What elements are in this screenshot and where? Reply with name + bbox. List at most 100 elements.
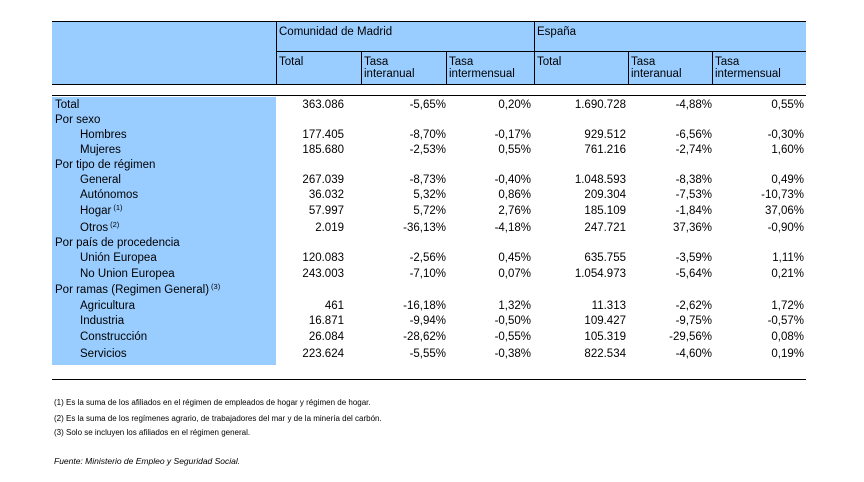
row-label: Otros (2)	[80, 221, 119, 236]
table-row: Hogar (1) 57.997 5,72% 2,76% 185.109 -1,84% 37,…	[52, 204, 806, 219]
table-row: Por sexo	[52, 113, 806, 128]
table-cell: -0,50%	[494, 315, 531, 327]
table-cell: 0,07%	[498, 268, 531, 280]
table-cell: 0,20%	[498, 99, 531, 111]
table-cell: 1,32%	[498, 300, 531, 312]
table-cell: 0,86%	[498, 189, 531, 201]
header-madrid-interanual: Tasa interanual	[364, 56, 415, 80]
row-label-text: General	[80, 174, 121, 186]
table-header: Comunidad de Madrid España Total Tasa in…	[52, 21, 806, 85]
table-cell: 177.405	[302, 129, 344, 141]
table-cell: -0,55%	[494, 331, 531, 343]
table-cell: -0,38%	[494, 348, 531, 360]
row-label-text: Unión Europea	[80, 252, 157, 264]
row-label: Total	[55, 98, 79, 113]
table-cell: -0,30%	[767, 129, 804, 141]
table-cell: -36,13%	[403, 222, 446, 234]
row-label: Por país de procedencia	[55, 236, 180, 251]
row-label: Por sexo	[55, 113, 100, 128]
row-label-text: Hombres	[80, 129, 127, 141]
table-cell: 185.109	[584, 205, 626, 217]
footnote-3: (3) Solo se incluyen los afiliados en el…	[54, 428, 251, 437]
table-cell: 26.084	[308, 331, 344, 343]
row-label-text: Industria	[80, 315, 125, 327]
table-cell: -2,74%	[675, 144, 712, 156]
table-cell: 1.054.973	[574, 268, 626, 280]
table-cell: 105.319	[584, 331, 626, 343]
table-cell: -5,65%	[409, 99, 446, 111]
footnote-ref: (1)	[113, 203, 123, 212]
header-madrid-total: Total	[279, 56, 304, 68]
table-cell: -4,18%	[494, 222, 531, 234]
table-cell: -0,90%	[767, 222, 804, 234]
table-cell: 635.755	[584, 252, 626, 264]
table-cell: -6,56%	[675, 129, 712, 141]
table-cell: -0,17%	[494, 129, 531, 141]
table-cell: 5,72%	[413, 205, 446, 217]
table-cell: 243.003	[302, 268, 344, 280]
table-cell: 1,11%	[772, 252, 804, 264]
table-cell: 16.871	[308, 315, 344, 327]
row-label-text: Construcción	[80, 331, 148, 343]
footnote-1: (1) Es la suma de los afiliados en el ré…	[54, 398, 371, 407]
header-espana-intermensual: Tasa intermensual	[715, 56, 781, 80]
row-label-text: Por tipo de régimen	[55, 159, 156, 171]
table-row: Unión Europea 120.083 -2,56% 0,45% 635.755 -3…	[52, 251, 806, 266]
table-cell: 0,49%	[771, 174, 804, 186]
row-label: Mujeres	[80, 143, 121, 158]
table-cell: -8,70%	[409, 129, 446, 141]
table-top-rule	[52, 95, 806, 96]
table-cell: -4,60%	[675, 348, 712, 360]
table-row: Hombres 177.405 -8,70% -0,17% 929.512 -6,56% -…	[52, 128, 806, 143]
table-cell: 0,55%	[771, 99, 804, 111]
table-row: Mujeres 185.680 -2,53% 0,55% 761.216 -2,74% 1,…	[52, 143, 806, 158]
table-bottom-rule	[52, 379, 806, 380]
row-label-text: Mujeres	[80, 144, 121, 156]
table-row: Agricultura 461 -16,18% 1,32% 11.313 -2,62% 1,…	[52, 299, 806, 314]
row-label-text: Agricultura	[80, 300, 135, 312]
table-cell: 185.680	[302, 144, 344, 156]
table-cell: 0,19%	[771, 348, 804, 360]
table-cell: 120.083	[302, 252, 344, 264]
table-cell: 0,21%	[771, 268, 804, 280]
footnote-ref: (2)	[110, 220, 120, 229]
row-label: No Union Europea	[80, 267, 175, 282]
table-cell: 1,72%	[771, 300, 804, 312]
table-cell: -4,88%	[675, 99, 712, 111]
table-cell: -0,57%	[767, 315, 804, 327]
table-cell: 267.039	[302, 174, 344, 186]
table-cell: 36.032	[308, 189, 344, 201]
table-row: General 267.039 -8,73% -0,40% 1.048.593 -8,38…	[52, 173, 806, 188]
table-row: No Union Europea 243.003 -7,10% 0,07% 1.054.…	[52, 267, 806, 282]
table-cell: -9,94%	[409, 315, 446, 327]
table-cell: 223.624	[302, 348, 344, 360]
row-label: Autónomos	[80, 188, 138, 203]
table-cell: 929.512	[584, 129, 626, 141]
table-row: Otros (2) 2.019 -36,13% -4,18% 247.721 37,36% -…	[52, 221, 806, 236]
table-cell: -9,75%	[675, 315, 712, 327]
row-label: Hombres	[80, 128, 127, 143]
table-cell: -10,73%	[761, 189, 804, 201]
row-label-text: Por sexo	[55, 114, 101, 126]
table-cell: 37,36%	[672, 222, 712, 234]
table-row: Por tipo de régimen	[52, 158, 806, 173]
table-cell: 0,08%	[771, 331, 804, 343]
table-row: Industria 16.871 -9,94% -0,50% 109.427 -9,75%…	[52, 314, 806, 329]
header-group-madrid: Comunidad de Madrid	[279, 26, 393, 38]
footnote-ref: (3)	[211, 282, 221, 291]
row-label-text: Por país de procedencia	[55, 237, 180, 249]
table-cell: -29,56%	[669, 331, 712, 343]
table-cell: 5,32%	[413, 189, 446, 201]
table-cell: 1,60%	[771, 144, 804, 156]
table-cell: 37,06%	[764, 205, 804, 217]
table-cell: 209.304	[584, 189, 626, 201]
table-cell: 57.997	[308, 205, 344, 217]
table-cell: 1.690.728	[574, 99, 626, 111]
header-espana-total: Total	[537, 56, 562, 68]
table-cell: -2,62%	[675, 300, 712, 312]
table-row: Servicios 223.624 -5,55% -0,38% 822.534 -4,60…	[52, 347, 806, 362]
table-cell: 0,45%	[498, 252, 531, 264]
header-madrid-intermensual: Tasa intermensual	[449, 56, 515, 80]
row-label-text: Total	[55, 99, 80, 111]
